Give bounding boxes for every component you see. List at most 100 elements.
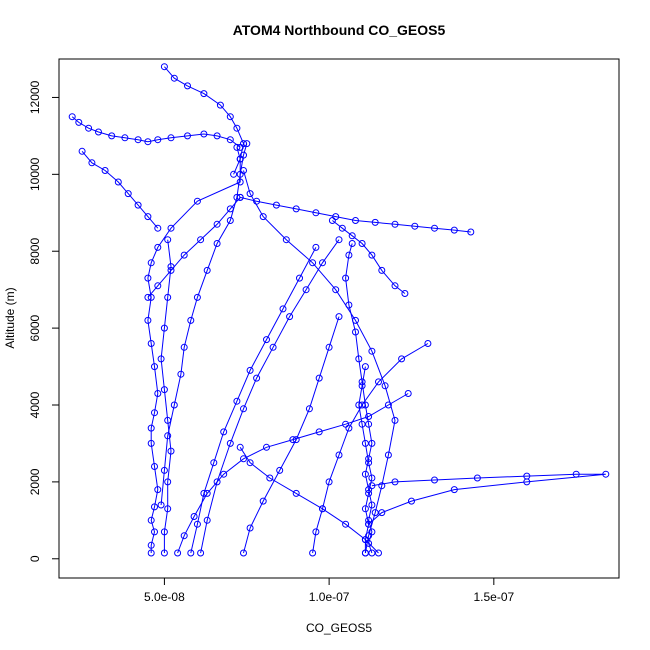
data-point <box>184 82 191 90</box>
data-point <box>371 509 379 517</box>
data-point <box>361 549 369 557</box>
data-point <box>259 497 267 505</box>
data-point <box>325 478 333 486</box>
data-point <box>170 74 178 82</box>
data-point <box>371 218 379 226</box>
data-point <box>378 482 386 490</box>
data-point <box>167 224 175 232</box>
data-point <box>384 401 392 409</box>
data-point <box>180 251 188 259</box>
data-point <box>450 486 458 494</box>
series-12 <box>197 236 343 557</box>
series-line <box>147 197 241 298</box>
data-point <box>342 520 350 528</box>
data-point <box>361 439 369 447</box>
data-point <box>160 324 168 332</box>
data-point <box>391 478 399 486</box>
data-point <box>328 217 336 224</box>
data-point <box>240 140 247 148</box>
data-point <box>154 136 162 144</box>
data-point <box>151 409 158 417</box>
data-point <box>279 305 287 313</box>
data-point <box>154 282 162 290</box>
data-point <box>230 170 238 178</box>
data-point <box>78 147 86 155</box>
data-point <box>88 159 96 167</box>
data-point <box>203 516 211 524</box>
series-line <box>312 343 429 554</box>
data-point <box>147 340 155 347</box>
y-tick-label: 12000 <box>28 80 42 114</box>
data-point <box>368 482 376 490</box>
data-point <box>424 340 432 347</box>
plot-frame <box>58 58 620 579</box>
data-point <box>345 251 353 259</box>
y-tick-label: 6000 <box>28 314 42 341</box>
chart-title: ATOM4 Northbound CO_GEOS5 <box>233 22 446 38</box>
data-point <box>338 224 346 232</box>
data-point <box>240 455 247 463</box>
data-point <box>216 101 224 109</box>
data-point <box>144 274 152 282</box>
data-point <box>193 197 201 205</box>
data-point <box>246 366 254 374</box>
series-line <box>243 170 396 554</box>
data-point <box>144 316 152 324</box>
data-point <box>398 355 406 363</box>
data-point <box>226 113 234 121</box>
data-point <box>282 236 290 244</box>
data-point <box>352 217 359 224</box>
data-point <box>134 136 142 144</box>
data-point <box>266 474 274 482</box>
data-point <box>467 228 475 236</box>
data-point <box>193 293 201 301</box>
data-point <box>213 240 221 247</box>
data-point <box>401 290 409 297</box>
data-point <box>355 355 363 363</box>
series-line <box>164 66 245 175</box>
data-point <box>164 293 172 301</box>
data-point <box>108 132 116 140</box>
series-line <box>190 247 317 554</box>
data-point <box>240 549 247 557</box>
data-point <box>220 470 228 478</box>
data-point <box>184 132 191 140</box>
data-point <box>134 201 142 209</box>
series-line <box>368 473 606 525</box>
series-1 <box>157 140 251 509</box>
data-point <box>361 470 369 478</box>
data-point <box>375 549 382 557</box>
series-14 <box>236 443 382 557</box>
data-point <box>358 420 366 428</box>
data-point <box>276 466 284 474</box>
data-point <box>190 513 198 520</box>
data-point <box>154 224 162 232</box>
series-17 <box>157 236 175 557</box>
data-point <box>200 130 208 138</box>
data-point <box>203 489 211 497</box>
data-point <box>431 224 438 232</box>
data-point <box>319 505 326 513</box>
data-point <box>85 124 93 132</box>
data-point <box>160 528 168 536</box>
data-point <box>160 549 168 557</box>
y-tick-label: 4000 <box>28 391 42 418</box>
data-point <box>431 476 438 484</box>
data-point <box>197 236 205 244</box>
data-point <box>147 259 155 267</box>
data-point <box>312 209 320 217</box>
y-tick-label: 8000 <box>28 238 42 265</box>
data-point <box>246 190 254 198</box>
data-point <box>309 549 317 557</box>
series-0 <box>144 143 244 557</box>
data-point <box>154 243 162 251</box>
series-line <box>177 393 409 554</box>
data-point <box>147 549 155 557</box>
series-line <box>240 196 471 233</box>
series-3 <box>240 167 399 557</box>
data-point <box>177 370 185 378</box>
data-point <box>144 138 152 146</box>
data-point <box>144 293 152 301</box>
data-point <box>144 213 152 221</box>
data-point <box>332 286 340 294</box>
